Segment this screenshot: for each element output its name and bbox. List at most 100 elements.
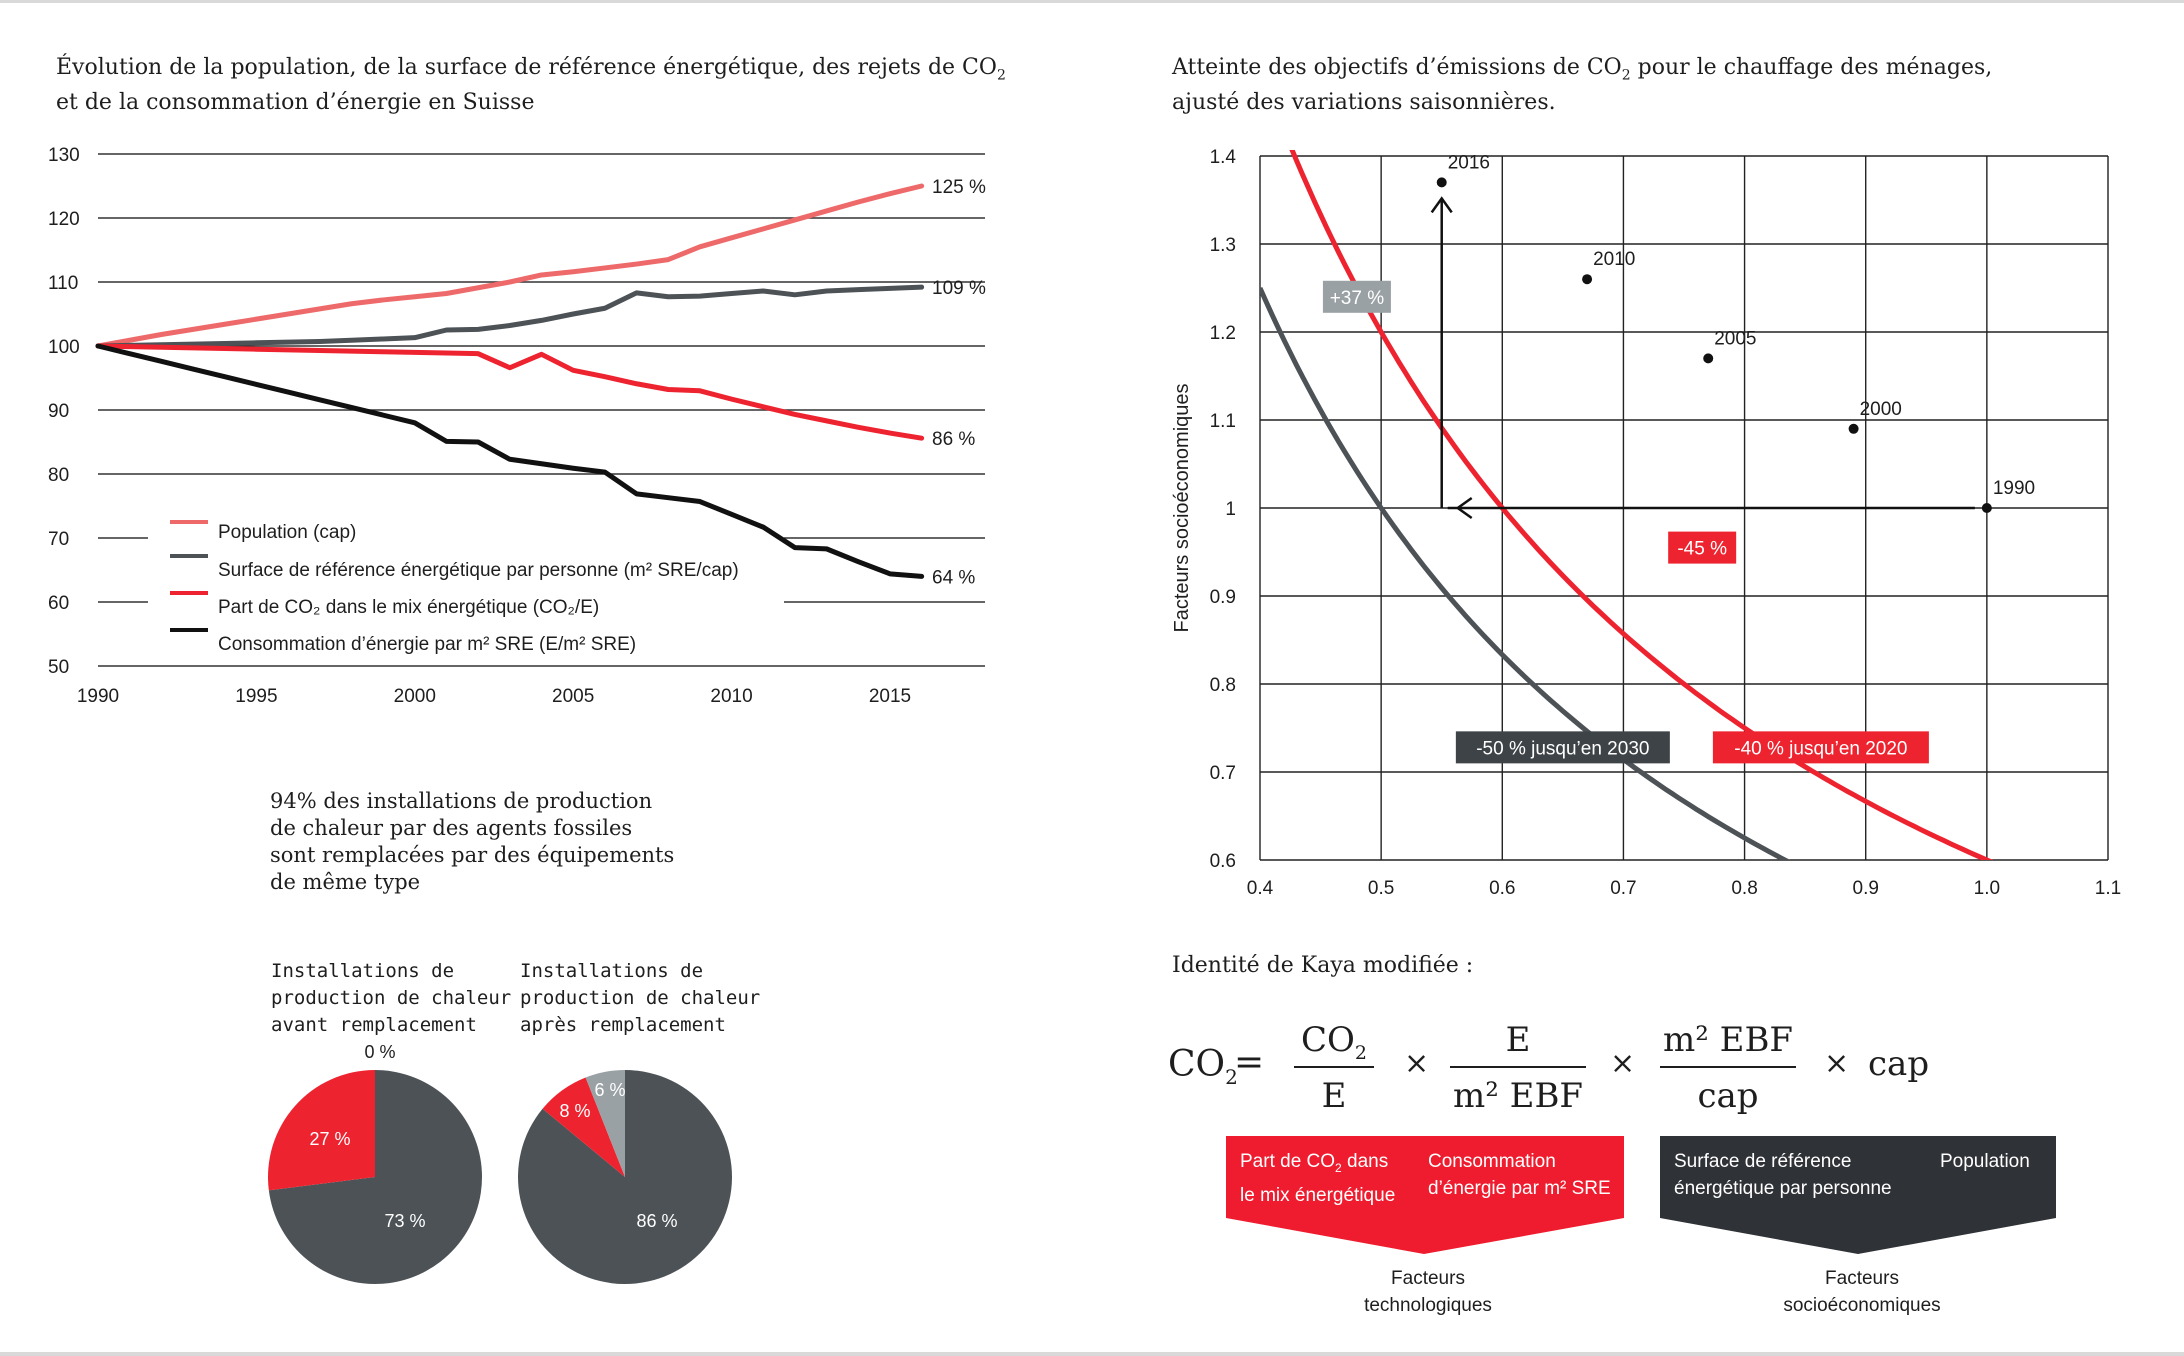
legend-label-co2mix: Part de CO₂ dans le mix énergétique (CO₂… bbox=[218, 597, 600, 618]
y-tick-label: 0.9 bbox=[1210, 587, 1236, 608]
kaya-f1-num: CO bbox=[1301, 1020, 1355, 1060]
pies-title-line: de chaleur par des agents fossiles bbox=[270, 816, 633, 840]
kaya-f3-num: m² EBF bbox=[1662, 1020, 1794, 1060]
y-tick-label: 1.2 bbox=[1210, 323, 1236, 344]
arrow-head-up bbox=[1430, 196, 1453, 214]
kaya-group-tech-label: Facteurs technologiques bbox=[1324, 1265, 1532, 1319]
y-tick-label: 1 bbox=[1225, 499, 1236, 520]
x-tick-label: 2000 bbox=[394, 686, 436, 707]
x-tick-label: 2015 bbox=[869, 686, 911, 707]
kaya-red-left-b: dans bbox=[1341, 1151, 1389, 1172]
kaya-lhs-sub: 2 bbox=[1225, 1065, 1238, 1090]
legend-label-population: Population (cap) bbox=[218, 522, 357, 543]
kaya-red-chevron bbox=[1226, 1136, 1624, 1254]
kaya-dark-chevron bbox=[1660, 1136, 2056, 1254]
kaya-f3-bar bbox=[1660, 1066, 1796, 1070]
kaya-red-right-line1: Consommation bbox=[1428, 1151, 1556, 1172]
legend-label-sre: Surface de référence énergétique par per… bbox=[218, 560, 739, 581]
x-tick-label: 1.1 bbox=[2095, 878, 2121, 899]
pie-slice bbox=[268, 1070, 375, 1191]
y-tick-label: 80 bbox=[48, 465, 69, 486]
kaya-red-left-line2: le mix énergétique bbox=[1240, 1184, 1396, 1206]
kaya-f1-bar bbox=[1294, 1066, 1374, 1070]
x-tick-label: 1.0 bbox=[1974, 878, 2000, 899]
data-point bbox=[1981, 503, 1992, 513]
x-tick-label: 0.4 bbox=[1247, 878, 1274, 899]
kaya-group-tech-line1: Facteurs bbox=[1391, 1268, 1465, 1289]
y-tick-label: 90 bbox=[48, 401, 69, 422]
kaya-f1-den: E bbox=[1321, 1076, 1347, 1116]
pies-title-line: 94% des installations de production bbox=[270, 789, 653, 813]
data-point bbox=[1436, 177, 1447, 188]
arrow-label-minus45: -45 % bbox=[1677, 539, 1727, 560]
kaya-times-2: × bbox=[1610, 1046, 1636, 1081]
pie-label: 86 % bbox=[636, 1211, 677, 1231]
pie-after-caption-line: après remplacement bbox=[520, 1014, 726, 1036]
curve-label-2030-box bbox=[1455, 731, 1670, 764]
kaya-dark-right-text: Population bbox=[1940, 1151, 2030, 1172]
x-tick-label: 0.8 bbox=[1731, 878, 1757, 899]
chart2-title-line1a: Atteinte des objectifs d’émissions de CO bbox=[1172, 55, 1622, 80]
kaya-fraction-1: CO2 E bbox=[1294, 1020, 1374, 1116]
y-tick-label: 0.7 bbox=[1210, 763, 1236, 784]
data-point bbox=[1848, 423, 1859, 434]
series-end-label: 109 % bbox=[932, 278, 986, 299]
pie-label: 27 % bbox=[309, 1129, 350, 1149]
x-tick-label: 1995 bbox=[235, 686, 277, 707]
pies-title-line: sont remplacées par des équipements bbox=[270, 843, 675, 867]
y-tick-label: 60 bbox=[48, 593, 69, 614]
pie-slice bbox=[585, 1070, 625, 1177]
series-line bbox=[95, 284, 925, 349]
arrow-label-plus37-box bbox=[1322, 280, 1391, 313]
y-tick-label: 130 bbox=[48, 145, 80, 166]
y-tick-label: 1.3 bbox=[1210, 235, 1236, 256]
kaya-title: Identité de Kaya modifiée : bbox=[1172, 953, 1474, 978]
pie-after-caption: Installations de production de chaleur a… bbox=[520, 958, 760, 1039]
kaya-group-tech-line2: technologiques bbox=[1364, 1295, 1492, 1316]
kaya-f3-den: cap bbox=[1697, 1076, 1759, 1116]
series-line bbox=[95, 343, 925, 441]
x-tick-label: 1990 bbox=[77, 686, 119, 707]
pie-slice bbox=[542, 1077, 625, 1177]
kaya-fraction-2: E m² EBF bbox=[1450, 1020, 1586, 1116]
chart2-title-sub: 2 bbox=[1621, 67, 1631, 84]
kaya-f2-bar bbox=[1450, 1066, 1586, 1070]
pie-label: 6 % bbox=[594, 1080, 625, 1100]
data-point-label: 2010 bbox=[1593, 249, 1635, 270]
chart2-title: Atteinte des objectifs d’émissions de CO… bbox=[1172, 54, 2152, 117]
x-tick-label: 0.7 bbox=[1610, 878, 1636, 899]
kaya-lhs: CO2 bbox=[1168, 1044, 1238, 1089]
legend-swatch-co2mix bbox=[170, 591, 208, 595]
series-end-label: 64 % bbox=[932, 567, 975, 588]
kaya-fraction-3: m² EBF cap bbox=[1660, 1020, 1796, 1116]
kaya-red-right-text: Consommation d’énergie par m² SRE bbox=[1428, 1148, 1611, 1202]
curve-label-2020-box bbox=[1712, 731, 1929, 764]
chart1-title-sub: 2 bbox=[996, 67, 1006, 84]
pie-label: 73 % bbox=[384, 1211, 425, 1231]
chart2-title-line1b: pour le chauffage des ménages, bbox=[1630, 55, 1993, 80]
kaya-f2-den: m² EBF bbox=[1452, 1076, 1584, 1116]
y-tick-label: 0.6 bbox=[1210, 851, 1236, 872]
legend-swatch-population bbox=[170, 520, 208, 524]
chart1-title-line1: Évolution de la population, de la surfac… bbox=[56, 55, 997, 80]
series-line bbox=[95, 343, 925, 579]
x-tick-label: 0.5 bbox=[1368, 878, 1394, 899]
pie-label: 0 % bbox=[364, 1042, 395, 1062]
arrow-head-left bbox=[1455, 496, 1473, 520]
kaya-f2-num: E bbox=[1505, 1020, 1531, 1060]
kaya-group-socio-line1: Facteurs bbox=[1825, 1268, 1899, 1289]
line-chart-indices: 50 60 70 80 90 100 110 120 130 1990 1995 2000 2005 20… bbox=[48, 145, 986, 707]
arrow-label-minus45-box bbox=[1668, 531, 1737, 564]
legend-swatch-sre bbox=[170, 554, 208, 558]
data-point-label: 2000 bbox=[1860, 399, 1902, 420]
chart2-title-line2: ajusté des variations saisonnières. bbox=[1172, 90, 1556, 116]
y-tick-label: 1.1 bbox=[1210, 411, 1236, 432]
kaya-group-shapes bbox=[1226, 1136, 2056, 1254]
bottom-border bbox=[0, 1352, 2184, 1356]
pie-label: 8 % bbox=[559, 1101, 590, 1121]
target-curve bbox=[1289, 150, 1994, 860]
x-tick-label: 2010 bbox=[710, 686, 752, 707]
legend-label-energy: Consommation d’énergie par m² SRE (E/m² … bbox=[218, 634, 637, 655]
curve-label-2020: -40 % jusqu’en 2020 bbox=[1734, 738, 1907, 759]
pie-charts: 73 % 27 % 0 % 86 % 8 %6 % bbox=[268, 1042, 732, 1284]
